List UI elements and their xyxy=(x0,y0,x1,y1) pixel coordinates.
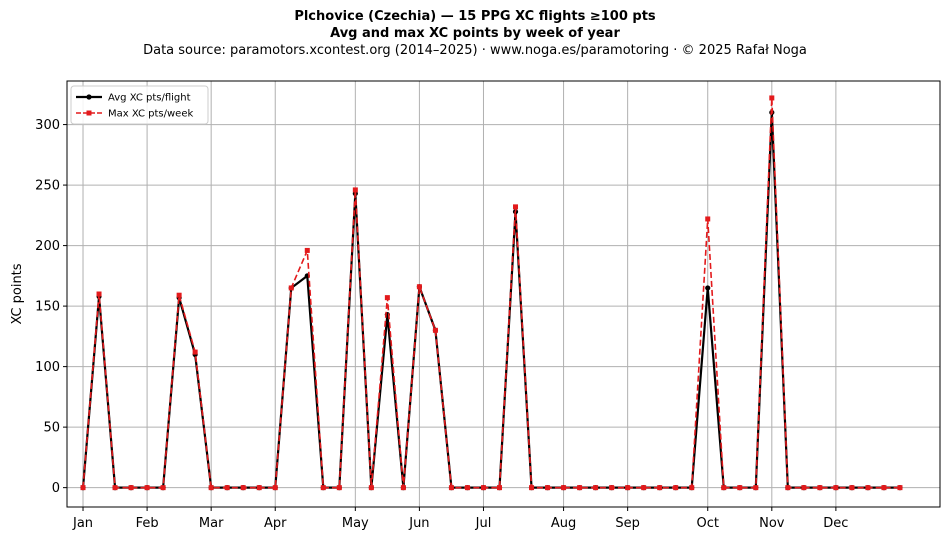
grid-lines xyxy=(67,81,940,507)
x-tick-label: May xyxy=(342,516,369,531)
y-tick-label: 100 xyxy=(35,360,60,375)
data-point xyxy=(513,204,519,210)
data-point xyxy=(448,485,454,491)
data-point xyxy=(593,485,599,491)
y-axis-ticks: 0 50 100 150 200 250 300 xyxy=(35,118,67,496)
data-point xyxy=(304,247,310,253)
x-tick-label: Oct xyxy=(696,516,718,531)
series-2 xyxy=(80,95,903,491)
legend-label: Max XC pts/week xyxy=(108,109,193,120)
series-layer xyxy=(80,95,903,491)
data-point xyxy=(320,485,326,491)
y-tick-label: 150 xyxy=(35,300,60,315)
data-point xyxy=(96,291,102,297)
data-point xyxy=(865,485,871,491)
x-tick-label: Jul xyxy=(475,516,492,531)
data-point xyxy=(817,485,823,491)
data-source-line: Data source: paramotors.xcontest.org (20… xyxy=(143,43,807,58)
x-tick-label: Jun xyxy=(408,516,429,531)
data-point xyxy=(432,327,438,333)
legend-box xyxy=(70,85,209,125)
data-point xyxy=(192,349,198,355)
y-tick-label: 50 xyxy=(43,421,60,436)
x-tick-label: Aug xyxy=(551,516,576,531)
legend-label: Avg XC pts/flight xyxy=(108,93,191,104)
data-point xyxy=(416,284,422,290)
data-point xyxy=(769,95,775,101)
y-tick-label: 200 xyxy=(35,239,60,254)
data-point xyxy=(112,485,118,491)
data-point xyxy=(272,485,278,491)
chart-title: Plchovice (Czechia) — 15 PPG XC flights … xyxy=(294,9,656,24)
data-point xyxy=(609,485,615,491)
y-axis-label: XC points xyxy=(10,263,25,324)
data-point xyxy=(496,485,502,491)
data-point xyxy=(881,485,887,491)
data-point xyxy=(288,285,294,291)
data-point xyxy=(400,485,406,491)
data-point xyxy=(208,485,214,491)
legend: Avg XC pts/flight Max XC pts/week xyxy=(70,85,209,125)
data-point xyxy=(657,485,663,491)
data-point xyxy=(721,485,727,491)
data-point xyxy=(705,216,711,222)
data-point xyxy=(833,485,839,491)
series-line xyxy=(81,111,900,489)
data-point xyxy=(368,485,374,491)
data-point xyxy=(577,485,583,491)
y-tick-label: 250 xyxy=(35,179,60,194)
data-point xyxy=(737,485,743,491)
data-point xyxy=(529,485,535,491)
data-point xyxy=(561,485,567,491)
data-point xyxy=(849,485,855,491)
legend-marker xyxy=(86,94,92,100)
legend-marker xyxy=(86,110,92,116)
x-axis-ticks: Jan Feb Mar Apr May Jun Jul Aug Sep Oct Nov Dec xyxy=(72,507,848,531)
data-point xyxy=(256,485,262,491)
data-point xyxy=(384,295,390,301)
data-point xyxy=(336,485,342,491)
data-point xyxy=(128,485,134,491)
data-point xyxy=(144,485,150,491)
x-tick-label: Jan xyxy=(72,516,93,531)
data-point xyxy=(641,485,647,491)
data-point xyxy=(176,292,182,298)
chart-subtitle: Avg and max XC points by week of year xyxy=(330,26,620,41)
data-point xyxy=(625,485,631,491)
data-point xyxy=(80,485,86,491)
data-point xyxy=(705,285,711,291)
y-tick-label: 0 xyxy=(52,481,60,496)
data-point xyxy=(464,485,470,491)
x-tick-label: Mar xyxy=(199,516,224,531)
data-point xyxy=(160,485,166,491)
x-tick-label: Feb xyxy=(136,516,159,531)
data-point xyxy=(801,485,807,491)
series-1 xyxy=(80,109,903,491)
data-point xyxy=(689,485,695,491)
x-tick-label: Sep xyxy=(615,516,640,531)
x-tick-label: Nov xyxy=(759,516,785,531)
x-tick-label: Apr xyxy=(264,516,287,531)
plot-frame xyxy=(66,80,941,508)
data-point xyxy=(673,485,679,491)
data-point xyxy=(352,187,358,193)
x-tick-label: Dec xyxy=(823,516,848,531)
data-point xyxy=(753,485,759,491)
data-point xyxy=(785,485,791,491)
data-point xyxy=(224,485,230,491)
series-line xyxy=(82,97,900,489)
data-point xyxy=(897,485,903,491)
y-tick-label: 300 xyxy=(35,118,60,133)
data-point xyxy=(480,485,486,491)
data-point xyxy=(240,485,246,491)
data-point xyxy=(545,485,551,491)
